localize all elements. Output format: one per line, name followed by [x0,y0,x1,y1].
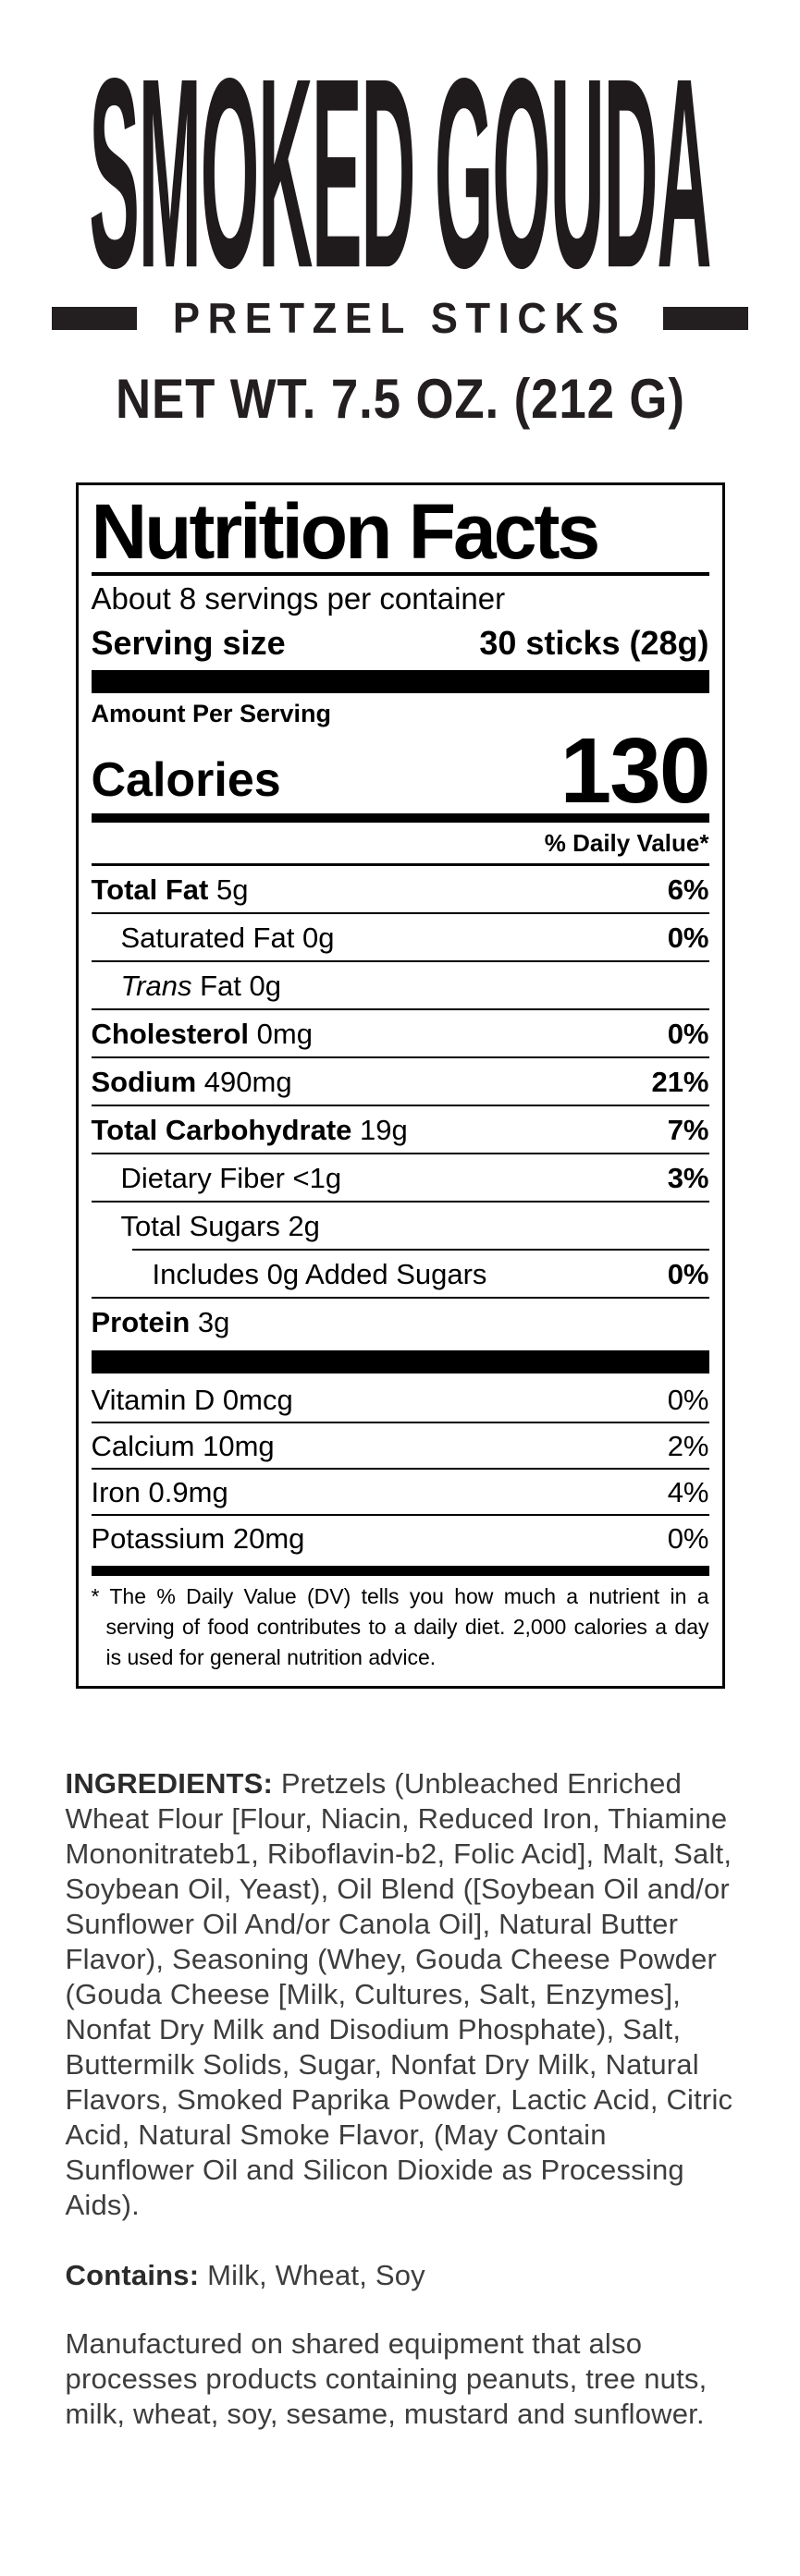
nutrient-name: Includes 0g Added Sugars [152,1258,487,1290]
nutrient-daily-value: 0% [667,1018,709,1050]
nutrient-name: Total Carbohydrate 19g [91,1114,408,1146]
nutrition-facts-panel: Nutrition Facts About 8 servings per con… [75,482,725,1689]
nutrient-row: Vitamin D 0mcg 0% [91,1377,709,1423]
product-subtitle-row: PRETZEL STICKS [0,294,800,342]
nutrient-name: Iron 0.9mg [91,1476,228,1508]
ingredients-label: INGREDIENTS: [65,1767,274,1800]
nutrition-facts-title: Nutrition Facts [91,488,601,575]
shared-equipment-statement: Manufactured on shared equipment that al… [65,2327,708,2430]
nutrient-daily-value: 3% [667,1162,709,1194]
net-weight-wrap: NET WT. 7.5 OZ. (212 G) [0,370,800,429]
medium-separator-bar [91,1566,709,1576]
title-rule [91,572,709,576]
nutrient-row: Includes 0g Added Sugars 0% [91,1251,709,1299]
right-dash-decoration [662,306,748,330]
daily-value-footnote: * The % Daily Value (DV) tells you how m… [91,1584,709,1669]
nutrient-row: Calcium 10mg 2% [91,1423,709,1470]
nutrient-daily-value: 0% [667,1522,709,1555]
nutrient-name: Dietary Fiber <1g [120,1162,342,1194]
nutrient-row: Total Sugars 2g [92,1203,709,1251]
servings-per-container: About 8 servings per container [91,581,506,616]
contains-label: Contains: [65,2259,200,2291]
nutrient-daily-value: 0% [667,922,709,954]
product-subtitle: PRETZEL STICKS [173,294,627,342]
nutrient-daily-value: 0% [667,1258,709,1290]
nutrient-row: Trans Fat 0g [91,962,709,1010]
medium-separator-bar [91,813,709,823]
ingredients-text: Pretzels (Unbleached Enriched Wheat Flou… [65,1767,733,2221]
daily-value-header: % Daily Value* [91,823,709,866]
nutrient-row: Sodium 490mg 21% [91,1058,709,1106]
serving-size-value: 30 sticks (28g) [479,624,709,662]
nutrient-daily-value: 4% [667,1476,709,1508]
ingredients-paragraph: INGREDIENTS: Pretzels (Unbleached Enrich… [66,1766,735,2223]
net-weight: NET WT. 7.5 OZ. (212 G) [115,368,685,430]
nutrient-name: Calcium 10mg [91,1430,275,1462]
nutrient-row: Dietary Fiber <1g 3% [91,1154,709,1203]
nutrient-name: Total Sugars 2g [120,1210,320,1242]
contains-paragraph: Contains: Milk, Wheat, Soy [66,2258,735,2293]
nutrient-name: Protein 3g [91,1306,230,1338]
nutrient-daily-value: 0% [667,1384,709,1416]
nutrient-name: Potassium 20mg [91,1522,305,1555]
nutrient-row: Protein 3g [92,1299,709,1347]
serving-size-label: Serving size [91,624,286,662]
calories-label: Calories [91,753,281,807]
calories-row: Calories 130 [91,719,711,823]
product-name: SMOKED GOUDA [89,20,712,325]
thick-separator-bar [91,1350,709,1373]
nutrient-name: Total Fat 5g [91,873,249,906]
nutrient-row: Total Carbohydrate 19g 7% [91,1106,709,1154]
nutrient-rows: Total Fat 5g 6% Saturated Fat 0g 0% Tran… [91,866,709,1347]
nutrient-name: Trans Fat 0g [120,970,281,1002]
micronutrient-rows: Vitamin D 0mcg 0% Calcium 10mg 2% Iron 0… [91,1377,709,1562]
contains-text: Milk, Wheat, Soy [207,2259,425,2291]
nutrient-name: Saturated Fat 0g [120,922,335,954]
nutrient-name: Cholesterol 0mg [91,1018,313,1050]
calories-value: 130 [560,719,711,823]
serving-size-row: Serving size 30 sticks (28g) [92,620,709,666]
nutrient-row: Cholesterol 0mg 0% [91,1010,709,1058]
nutrient-row: Potassium 20mg 0% [92,1516,709,1562]
left-dash-decoration [52,306,138,330]
thick-separator-bar [91,670,709,693]
nutrient-daily-value: 21% [651,1066,709,1098]
product-name-wrap: SMOKED GOUDA [0,21,800,325]
nutrient-daily-value: 2% [667,1430,709,1462]
amount-per-serving-label: Amount Per Serving [91,700,332,727]
nutrient-daily-value: 6% [667,873,709,906]
brand-header: SMOKED GOUDA PRETZEL STICKS NET WT. 7.5 … [0,21,800,429]
nutrient-daily-value: 7% [667,1114,709,1146]
nutrient-name: Vitamin D 0mcg [91,1384,293,1416]
nutrient-name: Sodium 490mg [91,1066,292,1098]
nutrient-row: Total Fat 5g 6% [91,866,709,914]
ingredients-section: INGREDIENTS: Pretzels (Unbleached Enrich… [66,1766,735,2432]
nutrient-row: Iron 0.9mg 4% [91,1470,709,1516]
nutrient-row: Saturated Fat 0g 0% [91,914,709,962]
